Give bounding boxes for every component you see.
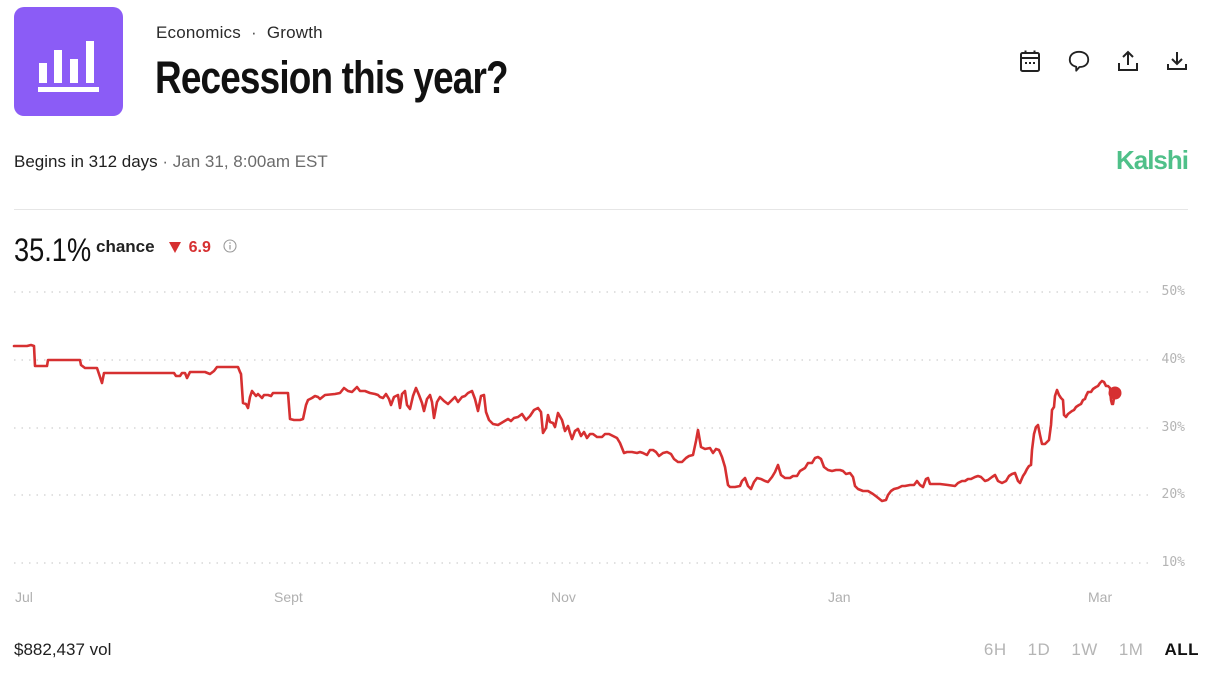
page-title: Recession this year? xyxy=(155,52,509,103)
kalshi-logo[interactable]: Kalshi xyxy=(1115,145,1189,175)
upload-icon xyxy=(1118,50,1138,71)
breadcrumb-growth[interactable]: Growth xyxy=(266,23,323,42)
share-button[interactable] xyxy=(1116,46,1140,76)
schedule-separator: · xyxy=(162,152,169,171)
x-tick-mar: Mar xyxy=(1088,589,1113,605)
comment-icon xyxy=(1068,50,1090,72)
chart-plot[interactable] xyxy=(0,280,1229,610)
x-tick-nov: Nov xyxy=(551,589,576,605)
y-tick-10: 10% xyxy=(1161,555,1185,570)
probability-value: 35.1% xyxy=(14,232,92,268)
time-range-selector: 6H 1D 1W 1M ALL xyxy=(984,640,1199,660)
breadcrumb-economics[interactable]: Economics xyxy=(156,23,241,42)
current-point-marker xyxy=(1108,386,1122,400)
range-1d-button[interactable]: 1D xyxy=(1027,640,1051,659)
breadcrumb-separator: · xyxy=(250,23,257,42)
schedule-info: Begins in 312 days · Jan 31, 8:00am EST xyxy=(14,152,328,172)
calendar-button[interactable] xyxy=(1018,46,1042,76)
x-tick-jan: Jan xyxy=(828,589,851,605)
y-tick-40: 40% xyxy=(1161,352,1185,367)
begins-countdown: Begins in 312 days xyxy=(14,152,158,171)
info-icon[interactable] xyxy=(223,239,237,253)
toolbar xyxy=(1018,46,1189,76)
range-1m-button[interactable]: 1M xyxy=(1118,640,1144,659)
price-chart[interactable]: 50% 40% 30% 20% 10% Jul Sept Nov Jan Mar xyxy=(0,280,1229,610)
range-1w-button[interactable]: 1W xyxy=(1071,640,1098,659)
breadcrumb: Economics · Growth xyxy=(156,23,323,43)
change-indicator: 6.9 xyxy=(168,238,211,257)
range-all-button[interactable]: ALL xyxy=(1164,640,1199,659)
down-triangle-icon xyxy=(168,242,181,253)
y-tick-30: 30% xyxy=(1161,420,1185,435)
download-icon xyxy=(1167,52,1187,70)
change-value: 6.9 xyxy=(188,238,211,256)
comment-button[interactable] xyxy=(1067,46,1091,76)
price-line xyxy=(12,343,1117,503)
probability-label: chance xyxy=(96,237,155,256)
probability-summary: 35.1% chance 6.9 xyxy=(14,232,237,269)
range-6h-button[interactable]: 6H xyxy=(983,640,1007,659)
x-tick-jul: Jul xyxy=(15,589,33,605)
volume: $882,437 vol xyxy=(14,640,112,659)
y-tick-20: 20% xyxy=(1161,487,1185,502)
market-category-icon xyxy=(14,7,123,116)
gridlines xyxy=(14,291,1150,564)
download-button[interactable] xyxy=(1165,46,1189,76)
calendar-icon xyxy=(1020,50,1040,72)
bar-chart-icon xyxy=(38,41,99,92)
y-tick-50: 50% xyxy=(1161,284,1185,299)
x-tick-sept: Sept xyxy=(274,589,303,605)
divider xyxy=(14,209,1188,210)
begin-datetime: Jan 31, 8:00am EST xyxy=(172,152,328,171)
